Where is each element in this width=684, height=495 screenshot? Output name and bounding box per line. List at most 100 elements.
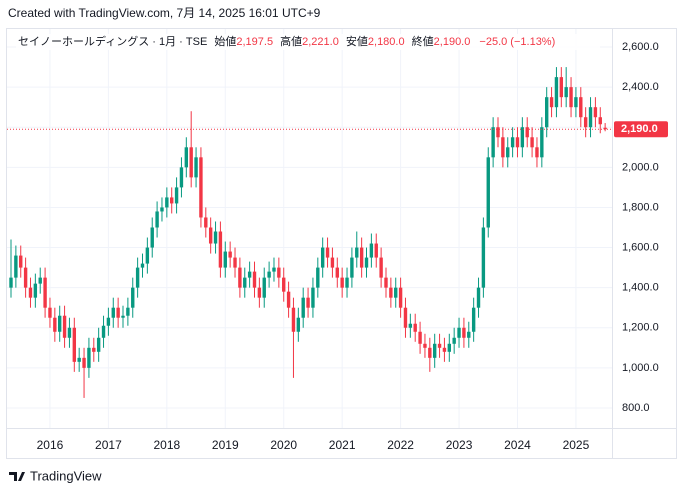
footer-brand: TradingView [30,468,102,483]
logo: TradingView [9,468,102,483]
candle-body [428,347,432,358]
candle-body [510,137,515,148]
candle-body [340,277,344,288]
candle-body [140,263,145,268]
candle-body [160,207,164,212]
y-tick-label: 2,600.0 [622,41,659,53]
y-tick-label: 2,400.0 [622,81,659,93]
candle-body [564,87,568,98]
candle-body [432,343,437,358]
candle-body [150,227,154,248]
candle-body [218,231,223,268]
candle-body [520,127,525,148]
candle-body [369,243,374,258]
candle-body [53,317,57,332]
candle-body [530,137,534,148]
legend-change: −25.0 (−1.13%) [479,36,555,48]
candle-body [262,277,266,298]
candle-body [62,315,67,338]
candle-body [14,255,18,278]
logo-icon [9,472,25,481]
candle-body [364,257,369,268]
last-price-box [614,121,668,138]
candle-body [238,267,242,288]
legend-symbol: セイノーホールディングス · 1月 · TSE [18,34,207,48]
candle-body [574,97,578,108]
candle-body [131,287,135,308]
candle-body [174,187,179,204]
candle-body [549,97,554,108]
x-tick-label: 2024 [504,438,531,452]
x-tick-label: 2025 [563,438,590,452]
candle-body [291,307,296,332]
candle-body [121,315,125,318]
candle-body [106,317,111,326]
candle-body [408,323,413,328]
candle-body [515,137,520,148]
candle-body [92,347,96,352]
candle-body [267,271,271,278]
candle-body [252,271,257,288]
candle-body [583,117,588,128]
candle-body [194,157,198,178]
y-tick-label: 1,200.0 [622,322,659,334]
candle-body [67,327,72,338]
candle-body [316,267,320,288]
candle-body [506,147,510,158]
candle-body [462,327,466,338]
header: Created with TradingView.com, 7月 14, 202… [8,6,321,20]
candle-body [116,307,120,318]
candle-body [330,257,335,268]
y-tick-label: 1,000.0 [622,362,659,374]
candle-body [145,247,150,264]
last-price-label: 2,190.0 [621,123,658,135]
candle-body [247,271,252,278]
candle-body [311,287,315,308]
legend-label: 始値 [214,34,236,48]
candle-body [135,267,140,288]
candle-body [199,157,203,218]
candle-body [350,257,354,278]
legend-value: 2,221.0 [302,36,339,48]
candle-body [213,231,218,244]
candle-body [389,287,393,298]
candle-body [77,357,81,362]
candle-body [398,287,403,308]
candle-body [457,327,461,338]
candle-body [418,331,422,344]
x-tick-label: 2022 [387,438,414,452]
frame [6,28,677,459]
candle-body [442,347,447,352]
candle-body [588,107,593,128]
y-tick-label: 1,600.0 [622,241,659,253]
candle-body [257,287,262,298]
candle-body [208,227,213,244]
candle-body [272,267,276,272]
candle-body [82,357,86,368]
candle-body [345,277,349,288]
candle-body [501,137,505,158]
candle-body [559,77,564,98]
legend-label: 高値 [280,34,302,48]
candle-body [579,97,583,118]
candle-body [593,107,598,118]
candle-body [384,277,388,288]
candle-body [525,127,529,138]
candle-body [447,343,451,352]
candle-body [554,77,559,108]
legend: セイノーホールディングス · 1月 · TSE 始値2,197.5 高値2,22… [18,34,555,48]
candle-body [179,167,184,188]
candle-body [296,317,301,332]
candle-body [9,277,13,288]
legend-value: 2,190.0 [434,36,471,48]
candle-body [481,227,486,288]
candle-body [277,267,281,278]
candle-body [471,307,476,332]
candle-body [394,287,398,298]
candle-body [223,251,227,268]
candle-body [413,323,417,332]
legend-value: 2,197.5 [236,36,273,48]
x-tick-label: 2018 [153,438,180,452]
x-tick-label: 2023 [446,438,473,452]
